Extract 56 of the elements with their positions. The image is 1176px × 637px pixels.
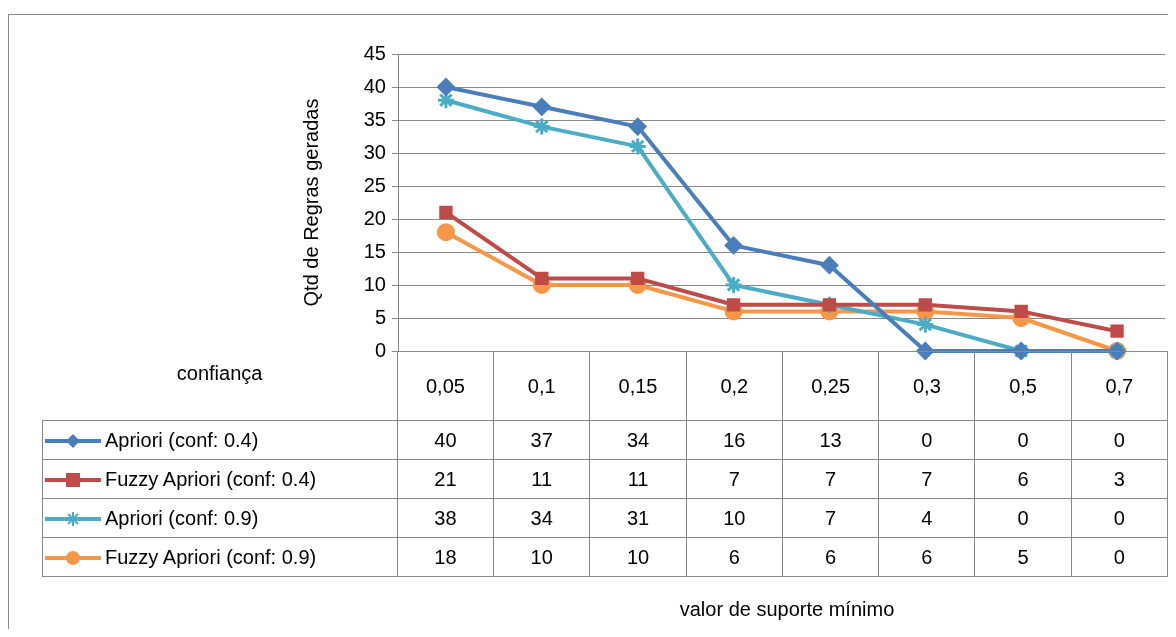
text: valor de suporte mínimo <box>678 598 896 621</box>
legend-label: Fuzzy Apriori (conf: 0.4) <box>105 467 317 490</box>
data-label: 0 <box>1071 537 1168 577</box>
data-label: 6 <box>878 537 975 577</box>
data-label: 6 <box>782 537 879 577</box>
legend-label: Apriori (conf: 0.4) <box>105 428 259 451</box>
y-tick-label: 40 <box>363 74 386 97</box>
x-tick-label: 0,7 <box>1071 351 1168 421</box>
data-label: 11 <box>589 459 687 499</box>
x-tick-label: 0,2 <box>686 351 783 421</box>
data-label: 10 <box>686 498 783 538</box>
legend-label: Fuzzy Apriori (conf: 0.9) <box>105 545 317 568</box>
y-tick-label: 25 <box>363 173 386 196</box>
data-label: 6 <box>974 459 1072 499</box>
x-tick-label: 0,05 <box>397 351 494 421</box>
data-label: 7 <box>782 498 879 538</box>
data-label: 31 <box>589 498 687 538</box>
y-tick-label: 10 <box>363 272 386 295</box>
data-label: 7 <box>782 459 879 499</box>
data-label: 5 <box>974 537 1072 577</box>
data-label: 0 <box>1071 420 1168 460</box>
data-label: 11 <box>493 459 590 499</box>
data-label: 0 <box>974 498 1072 538</box>
data-label: 16 <box>686 420 783 460</box>
data-label: 38 <box>397 498 494 538</box>
x-tick-label: 0,25 <box>782 351 879 421</box>
data-label: 3 <box>1071 459 1168 499</box>
data-label: 7 <box>878 459 975 499</box>
y-tick-label: 30 <box>363 140 386 163</box>
data-label: 10 <box>589 537 687 577</box>
data-label: 34 <box>493 498 590 538</box>
y-axis-title: Qtd de Regras geradas <box>299 98 322 307</box>
data-label: 6 <box>686 537 783 577</box>
y-tick-label: 5 <box>374 305 386 328</box>
x-tick-label: 0,15 <box>589 351 687 421</box>
data-label: 0 <box>878 420 975 460</box>
data-label: 37 <box>493 420 590 460</box>
x-tick-label: 0,3 <box>878 351 975 421</box>
data-label: 0 <box>1071 498 1168 538</box>
y-tick-label: 45 <box>363 41 386 64</box>
data-label: 4 <box>878 498 975 538</box>
y-tick-label: 15 <box>363 239 386 262</box>
data-label: 13 <box>782 420 879 460</box>
data-label: 0 <box>974 420 1072 460</box>
data-label: 34 <box>589 420 687 460</box>
data-label: 18 <box>397 537 494 577</box>
data-label: 7 <box>686 459 783 499</box>
data-label: 21 <box>397 459 494 499</box>
text: confiança <box>176 361 263 384</box>
legend-label: Apriori (conf: 0.9) <box>105 506 259 529</box>
y-tick-label: 0 <box>374 338 386 361</box>
y-tick-label: 35 <box>363 107 386 130</box>
x-tick-label: 0,1 <box>493 351 590 421</box>
data-label: 10 <box>493 537 590 577</box>
x-tick-label: 0,5 <box>974 351 1072 421</box>
y-tick-label: 20 <box>363 206 386 229</box>
